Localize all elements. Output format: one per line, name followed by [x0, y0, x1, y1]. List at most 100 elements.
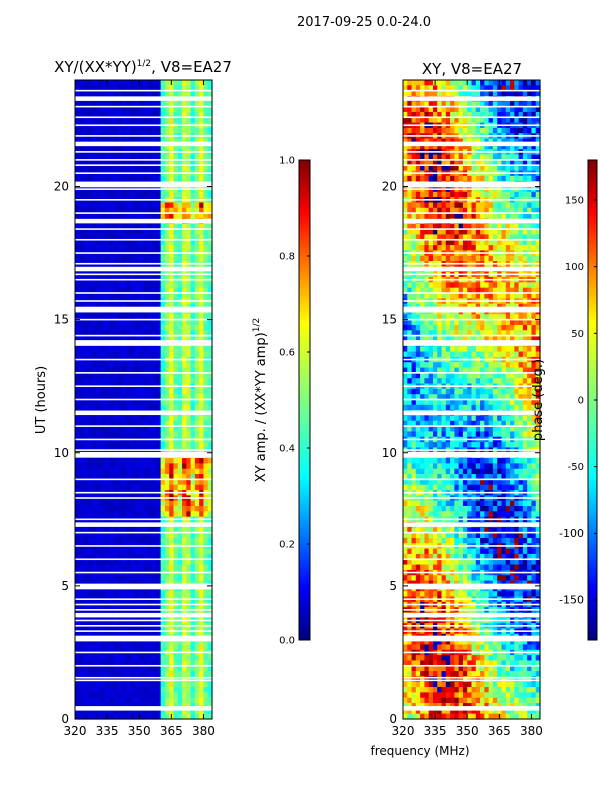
heatmap-cell	[471, 175, 477, 182]
heatmap-cell	[535, 138, 541, 145]
heatmap-cell	[83, 692, 89, 699]
heatmap-cell	[186, 559, 192, 566]
heatmap-cell	[160, 676, 166, 683]
heatmap-cell	[122, 223, 127, 230]
heatmap-cell	[83, 575, 89, 582]
heatmap-cell	[194, 713, 200, 720]
heatmap-cell	[207, 553, 213, 560]
heatmap-cell	[450, 191, 455, 198]
heatmap-cell	[104, 479, 110, 486]
heatmap-cell	[186, 527, 192, 534]
heatmap-cell	[104, 671, 110, 677]
heatmap-cell	[109, 282, 115, 289]
heatmap-cell	[113, 90, 119, 97]
heatmap-cell	[164, 687, 170, 693]
heatmap-cell	[156, 665, 162, 672]
heatmap-cell	[432, 234, 438, 241]
heatmap-cell	[510, 138, 515, 145]
heatmap-cell	[117, 676, 123, 683]
heatmap-cell	[134, 426, 140, 433]
heatmap-cell	[134, 665, 140, 672]
heatmap-cell	[186, 697, 192, 704]
heatmap-cell	[527, 90, 533, 97]
heatmap-cell	[450, 90, 455, 97]
heatmap-cell	[194, 697, 200, 704]
heatmap-cell	[87, 378, 93, 385]
heatmap-cell	[156, 660, 162, 667]
heatmap-cell	[143, 154, 149, 161]
heatmap-cell	[147, 426, 153, 433]
heatmap-cell	[403, 213, 408, 220]
heatmap-cell	[182, 703, 187, 709]
heatmap-cell	[441, 80, 447, 86]
heatmap-cell	[505, 111, 511, 118]
flagged-gap	[75, 571, 212, 574]
heatmap-cell	[471, 80, 477, 86]
heatmap-cell	[87, 202, 93, 209]
heatmap-cell	[100, 367, 106, 374]
heatmap-cell	[160, 245, 166, 251]
heatmap-cell	[143, 394, 149, 401]
heatmap-cell	[156, 175, 162, 182]
heatmap-cell	[122, 117, 127, 124]
heatmap-cell	[160, 143, 166, 150]
heatmap-cell	[126, 138, 132, 145]
heatmap-cell	[147, 117, 153, 124]
heatmap-cell	[403, 85, 408, 92]
heatmap-cell	[134, 330, 140, 337]
heatmap-cell	[164, 660, 170, 667]
heatmap-cell	[199, 553, 205, 560]
heatmap-cell	[92, 442, 98, 449]
heatmap-cell	[169, 314, 175, 321]
heatmap-cell	[177, 213, 183, 220]
heatmap-cell	[79, 500, 85, 507]
heatmap-cell	[79, 506, 85, 512]
heatmap-cell	[134, 431, 140, 438]
heatmap-cell	[407, 106, 413, 113]
heatmap-cell	[130, 713, 136, 720]
heatmap-cell	[203, 511, 209, 518]
heatmap-cell	[535, 143, 541, 150]
heatmap-cell	[432, 127, 438, 134]
heatmap-cell	[75, 692, 80, 699]
heatmap-cell	[109, 511, 115, 518]
heatmap-cell	[164, 426, 170, 433]
heatmap-cell	[117, 324, 123, 331]
heatmap-cell	[207, 314, 213, 321]
heatmap-cell	[160, 537, 166, 544]
heatmap-cell	[122, 506, 127, 512]
heatmap-cell	[83, 90, 89, 97]
heatmap-cell	[182, 532, 187, 539]
heatmap-cell	[113, 404, 119, 411]
heatmap-cell	[505, 154, 511, 161]
x-tick-label: 350	[128, 724, 151, 738]
heatmap-cell	[79, 532, 85, 539]
heatmap-cell	[143, 335, 149, 342]
heatmap-cell	[207, 415, 213, 422]
heatmap-cell	[152, 159, 157, 166]
heatmap-cell	[122, 282, 127, 289]
heatmap-cell	[450, 127, 455, 134]
heatmap-cell	[462, 191, 468, 198]
heatmap-cell	[169, 591, 175, 598]
heatmap-cell	[139, 362, 145, 369]
heatmap-cell	[510, 207, 515, 214]
heatmap-cell	[182, 165, 187, 172]
heatmap-cell	[527, 85, 533, 92]
heatmap-cell	[92, 234, 98, 241]
heatmap-cell	[75, 324, 80, 331]
flagged-gap	[75, 630, 212, 632]
heatmap-cell	[130, 293, 136, 299]
heatmap-cell	[518, 175, 524, 182]
heatmap-cell	[441, 202, 447, 209]
heatmap-cell	[420, 111, 426, 118]
heatmap-cell	[147, 346, 153, 353]
heatmap-cell	[467, 223, 473, 230]
heatmap-cell	[87, 553, 93, 560]
heatmap-cell	[147, 532, 153, 539]
heatmap-cell	[182, 223, 187, 230]
heatmap-cell	[186, 575, 192, 582]
heatmap-cell	[152, 644, 157, 651]
heatmap-cell	[126, 154, 132, 161]
heatmap-cell	[96, 378, 102, 385]
